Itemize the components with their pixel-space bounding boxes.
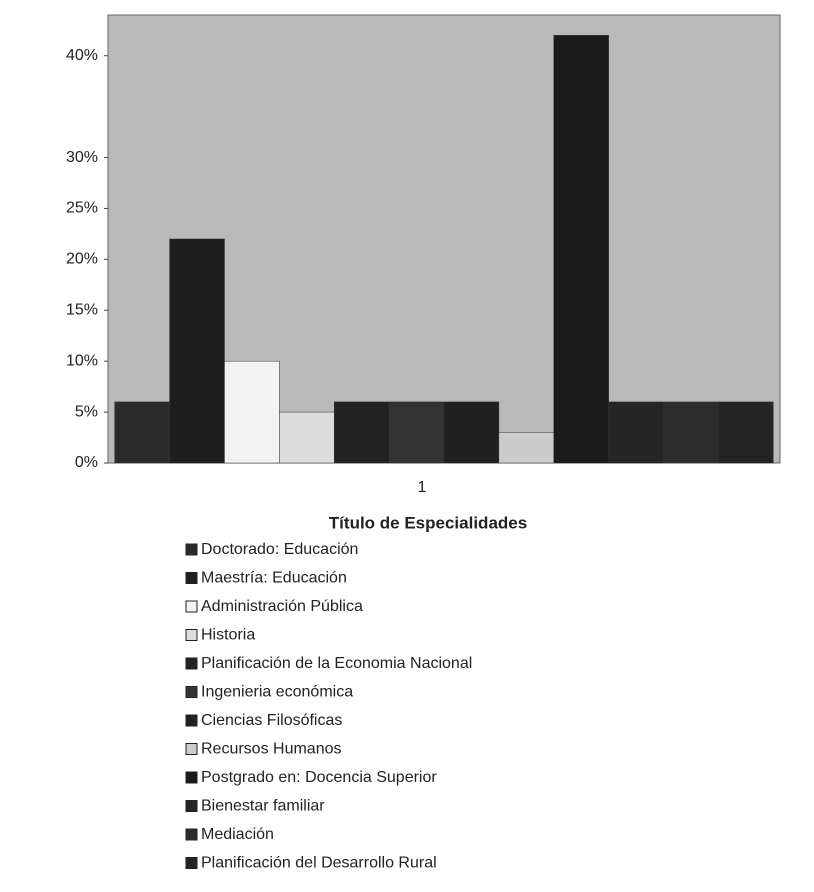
legend-swatch — [185, 800, 198, 812]
bar — [279, 411, 335, 464]
bar — [224, 360, 280, 464]
y-tick-label: 40% — [66, 47, 98, 64]
legend-label: Doctorado: Educación — [201, 541, 358, 558]
bar — [663, 401, 719, 464]
legend-swatch — [185, 600, 198, 613]
x-tick-label: 1 — [418, 479, 427, 496]
legend-label: Historia — [201, 627, 255, 644]
legend-swatch — [185, 686, 198, 698]
bar — [443, 401, 500, 464]
legend-label: Administración Pública — [201, 598, 363, 615]
legend-swatch — [185, 743, 198, 755]
legend-swatch — [185, 629, 198, 641]
bar — [498, 432, 555, 464]
bar — [169, 238, 225, 464]
y-tick-label: 25% — [66, 200, 98, 217]
legend-swatch — [185, 857, 198, 869]
y-tick-label: 30% — [66, 149, 98, 166]
y-tick-label: 10% — [66, 352, 98, 369]
legend-label: Postgrado en: Docencia Superior — [201, 769, 437, 786]
bar — [388, 401, 445, 464]
legend-label: Maestría: Educación — [201, 570, 347, 587]
legend-label: Bienestar familiar — [201, 798, 325, 815]
legend-swatch — [185, 572, 198, 584]
bar — [608, 401, 664, 464]
legend-label: Mediación — [201, 826, 274, 843]
y-tick-label: 0% — [75, 454, 98, 471]
legend-label: Ciencias Filosóficas — [201, 712, 342, 729]
y-tick-label: 5% — [75, 403, 98, 420]
legend-swatch — [185, 771, 198, 784]
bar — [114, 401, 170, 464]
bar — [333, 401, 390, 464]
y-tick-label: 20% — [66, 251, 98, 268]
legend-swatch — [185, 543, 198, 556]
legend-label: Planificación del Desarrollo Rural — [201, 855, 437, 872]
bar — [718, 401, 774, 464]
legend-label: Ingenieria económica — [201, 684, 353, 701]
legend-swatch — [185, 714, 198, 727]
legend-swatch — [185, 657, 198, 670]
legend-label: Planificación de la Economia Nacional — [201, 655, 472, 672]
bar — [553, 35, 609, 464]
chart-title: Título de Especialidades — [329, 513, 527, 532]
legend-label: Recursos Humanos — [201, 741, 342, 758]
y-tick-label: 15% — [66, 301, 98, 318]
legend-swatch — [185, 828, 198, 841]
